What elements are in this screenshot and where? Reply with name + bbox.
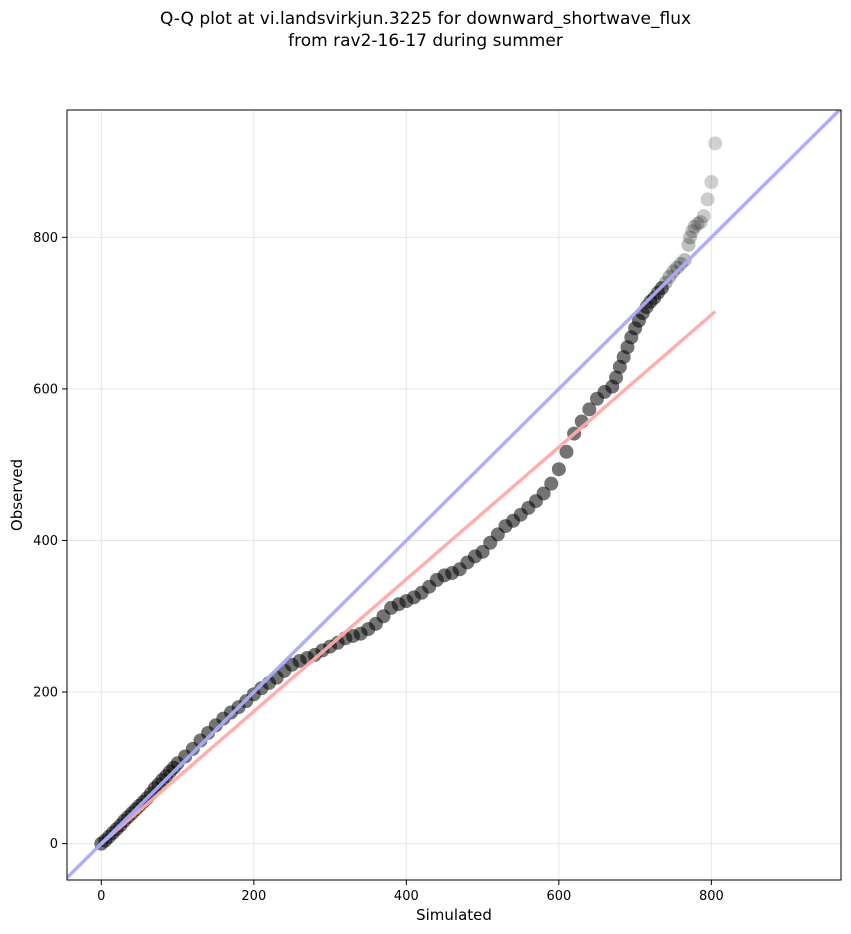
data-point [551,462,566,477]
y-tick-label: 400 [33,534,58,549]
data-point [700,192,715,207]
x-tick-label: 600 [546,889,571,904]
data-point [666,264,681,279]
data-point [708,136,723,151]
data-point [582,402,597,417]
x-tick-label: 800 [699,889,724,904]
data-point [683,230,698,245]
chart-title-line1: Q-Q plot at vi.landsvirkjun.3225 for dow… [159,9,692,29]
chart-title: Q-Q plot at vi.landsvirkjun.3225 for dow… [0,8,851,52]
data-points [94,136,723,851]
plot-frame [66,109,842,881]
identity-line [67,110,841,879]
data-point [687,219,702,234]
data-point [704,174,719,189]
x-axis-label: Simulated [416,906,492,924]
y-tick-label: 600 [33,382,58,397]
plot-area [67,110,841,879]
fit-line [100,310,717,845]
data-point [536,486,551,501]
x-tick-label: 400 [394,889,419,904]
y-axis-ticks: 0 200 400 600 800 [33,231,67,852]
data-point [677,253,692,268]
y-axis-label: Observed [8,459,26,531]
y-tick-label: 800 [33,231,58,246]
x-axis-ticks: 0 200 400 600 800 [97,880,724,904]
data-point [690,216,705,231]
data-point [693,215,708,230]
data-point [673,256,688,271]
y-tick-label: 200 [33,686,58,701]
data-point [544,476,559,491]
data-point [681,237,696,252]
x-tick-label: 200 [241,889,266,904]
data-point [685,224,700,239]
data-point [609,370,624,385]
y-tick-label: 0 [50,837,58,852]
chart-title-line2: from rav2-16-17 during summer [288,31,563,51]
x-tick-label: 0 [97,889,105,904]
data-point [670,260,685,275]
data-point [696,209,711,224]
data-point [559,444,574,459]
